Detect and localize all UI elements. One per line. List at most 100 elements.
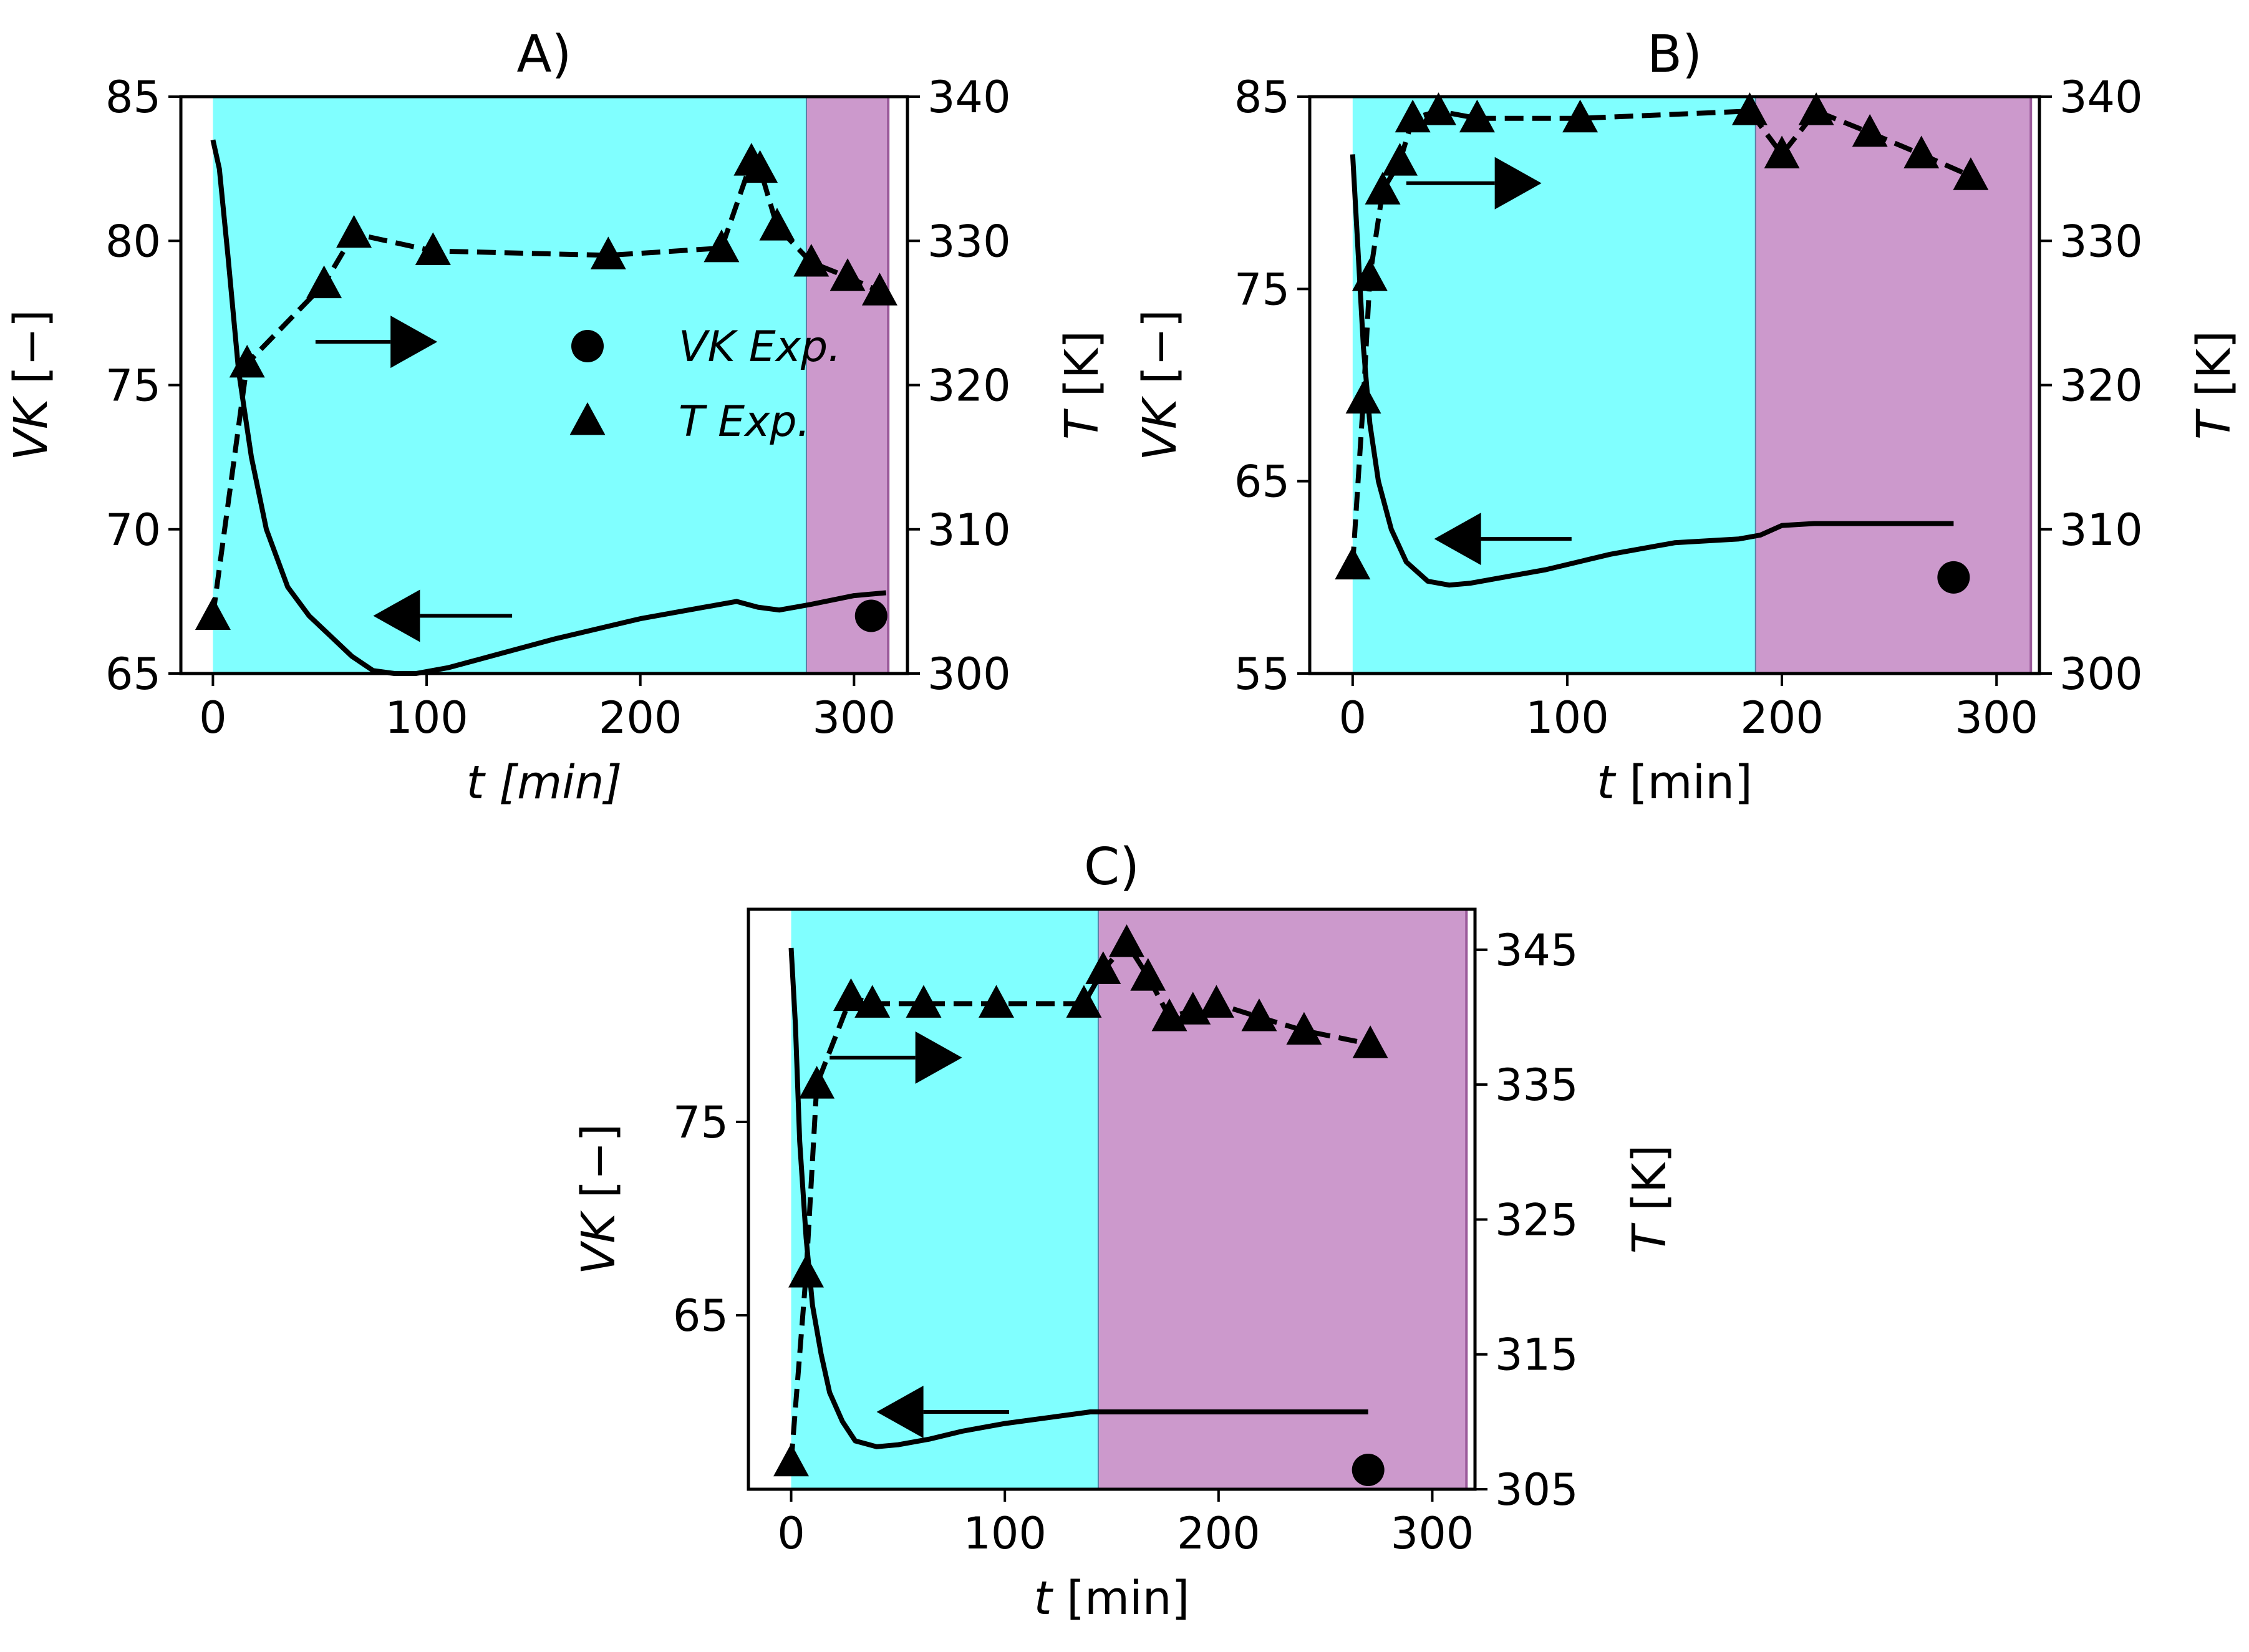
x-tick-label: 200 (1177, 1508, 1260, 1559)
legend-space (735, 322, 749, 372)
temperature-point (1903, 135, 1940, 168)
arrow-left-icon (1434, 513, 1481, 566)
vk-exp-point (1937, 561, 1970, 594)
y-left-axis-label: VK [−] (1133, 309, 1187, 460)
temperature-point (415, 232, 451, 265)
x-axis-space (1615, 756, 1630, 809)
x-axis-label: t [min] (467, 756, 622, 809)
temperature-point (1562, 99, 1598, 133)
temperature-point (1198, 985, 1234, 1018)
legend-label: T Exp. (679, 397, 810, 447)
temperature-point (1352, 258, 1388, 291)
legend-triangle-icon (569, 402, 606, 435)
temperature-point (195, 597, 231, 630)
temperature-point (854, 985, 891, 1018)
y-left-axis-space (1133, 384, 1187, 399)
y-right-axis-unit: [K] (1623, 1144, 1676, 1210)
plot-frame (747, 907, 1477, 1491)
y-left-tick-label: 65 (673, 1290, 728, 1341)
y-left-tick-label: 75 (105, 360, 161, 412)
y-right-axis-unit: [K] (2187, 331, 2241, 397)
temperature-point (1345, 380, 1381, 414)
temperature-point (799, 1066, 835, 1099)
temperature-point (833, 978, 869, 1012)
temperature-point (742, 150, 778, 183)
y-left-axis-symbol: VK (572, 1210, 626, 1275)
y-left-axis-label: VK [−] (4, 309, 58, 460)
temperature-point (336, 215, 372, 248)
temperature-point (1420, 92, 1456, 125)
temperature-point (793, 243, 829, 277)
y-right-axis-space (1623, 1211, 1676, 1226)
temperature-point (1798, 92, 1834, 125)
panel-b: 0 100 200 300 55 65 75 85 300 310 320 330 340 B) t [mi… (1133, 25, 2241, 809)
temperature-point (978, 985, 1014, 1018)
legend-symbol: VK (679, 322, 739, 372)
y-right-tick-label: 330 (927, 216, 1011, 267)
y-right-axis-symbol: T (2187, 408, 2241, 440)
y-right-tick-label: 310 (2059, 505, 2143, 556)
x-tick-label: 100 (963, 1508, 1047, 1559)
panel-title: B) (1647, 25, 1702, 84)
legend-symbol: T (679, 397, 707, 447)
temperature-point (1066, 985, 1102, 1018)
y-left-axis-label: VK [−] (572, 1124, 626, 1275)
y-right-tick-label: 325 (1495, 1194, 1579, 1245)
temperature-point (906, 985, 942, 1018)
vk-exp-point (1352, 1454, 1385, 1486)
x-tick-label: 300 (1955, 692, 2038, 743)
y-left-axis-unit: [−] (4, 309, 58, 384)
y-right-axis-space (2187, 397, 2241, 412)
y-right-axis-space (1055, 397, 1109, 412)
temperature-point (788, 1254, 825, 1288)
y-left-axis-symbol: VK (4, 395, 58, 461)
y-left-tick-label: 65 (1234, 456, 1290, 508)
temperature-point (306, 265, 342, 299)
arrow-right-icon (915, 1031, 962, 1084)
x-tick-label: 0 (199, 692, 227, 743)
y-left-axis-space (4, 384, 58, 399)
x-axis-space (1052, 1572, 1067, 1625)
x-axis-symbol: t (1034, 1572, 1054, 1625)
temperature-point (1085, 951, 1121, 984)
temperature-point (1382, 143, 1418, 176)
phase-band-1 (213, 97, 807, 674)
legend-label: VK Exp. (679, 322, 841, 372)
phase-band-2 (1756, 97, 2031, 674)
y-left-tick-label: 85 (105, 72, 161, 123)
temperature-point (759, 208, 795, 241)
y-right-tick-label: 305 (1495, 1464, 1579, 1515)
vk-model-line (1350, 154, 1954, 588)
temperature-line (1350, 109, 1972, 566)
temperature-point (1764, 135, 1800, 168)
x-axis-symbol: t (467, 756, 486, 809)
legend-rest: Exp. (749, 322, 841, 372)
x-tick-label: 100 (385, 692, 468, 743)
temperature-point (1352, 1025, 1388, 1058)
y-right-axis-label: T [K] (2187, 331, 2241, 440)
y-left-axis-unit: [−] (572, 1124, 626, 1199)
x-axis-symbol: t (1597, 756, 1617, 809)
y-left-axis-unit: [−] (1133, 309, 1187, 384)
phase-band-1 (791, 909, 1099, 1489)
x-axis-label: t [min] (1034, 1572, 1190, 1625)
y-right-tick-label: 300 (2059, 649, 2143, 700)
x-axis-space (485, 756, 500, 809)
legend-rest: Exp. (718, 397, 810, 447)
temperature-point (1852, 114, 1888, 147)
y-right-tick-label: 330 (2059, 216, 2143, 267)
legend-space (705, 397, 718, 447)
x-axis-unit: [min] (1630, 756, 1753, 809)
temperature-point (229, 344, 265, 378)
x-tick-label: 300 (1391, 1508, 1474, 1559)
x-tick-label: 200 (599, 692, 682, 743)
y-right-tick-label: 345 (1495, 925, 1579, 976)
temperature-point (773, 1443, 810, 1477)
panel-title: A) (516, 25, 571, 84)
panel-a: 0 100 200 300 65 70 75 80 85 300 310 320 330 340 A) t [… (4, 25, 1109, 809)
y-left-tick-label: 70 (105, 505, 161, 556)
x-tick-label: 300 (813, 692, 896, 743)
temperature-point (1365, 171, 1401, 205)
temperature-point (1108, 924, 1144, 957)
y-left-tick-label: 80 (105, 216, 161, 267)
